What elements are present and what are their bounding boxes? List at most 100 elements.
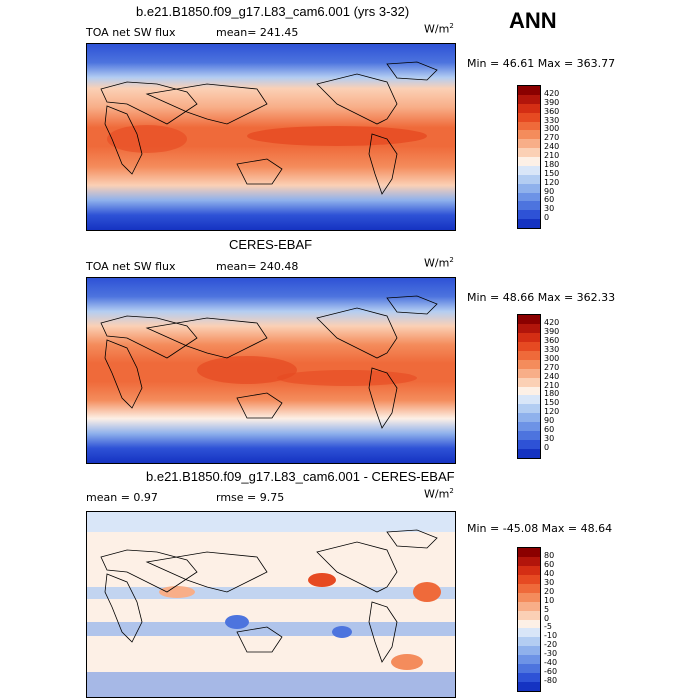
colorbar-swatch [518,112,540,122]
colorbar-tick-label: 30 [544,204,555,214]
panel3-map [86,511,456,698]
panel3-minmax: Min = -45.08 Max = 48.64 [467,522,613,535]
colorbar-tick-label: 150 [544,398,560,408]
colorbar-swatch [518,121,540,131]
colorbar-swatch [518,673,540,683]
colorbar-swatch [518,165,540,175]
colorbar-swatch [518,583,540,593]
colorbar-tick-label: -80 [544,676,558,686]
colorbar-tick-label: 60 [544,195,555,205]
colorbar-tick-label: 30 [544,434,555,444]
colorbar-tick-label: 80 [544,550,555,560]
colorbar-swatch [518,422,540,432]
colorbar-tick-label: 390 [544,97,560,107]
colorbar-swatch [518,386,540,396]
colorbar-swatch [518,664,540,674]
colorbar-swatch [518,210,540,220]
colorbar-swatch [518,565,540,575]
colorbar-swatch [518,556,540,566]
colorbar-swatch [518,139,540,149]
colorbar-swatch [518,646,540,656]
colorbar-tick-label: 360 [544,335,560,345]
colorbar-swatch [518,610,540,620]
colorbar-tick-label: 150 [544,168,560,178]
colorbar-tick-label: -60 [544,667,558,677]
colorbar-tick-label: 180 [544,159,560,169]
colorbar-tick-label: 120 [544,177,560,187]
colorbar-tick-label: 300 [544,353,560,363]
panel2-title: CERES-EBAF [229,237,313,252]
colorbar-tick-label: 30 [544,577,555,587]
colorbar-tick-label: 20 [544,586,555,596]
panel3-rmse-label: rmse = 9.75 [216,491,285,504]
panel2-coastlines [100,295,438,429]
colorbar-swatch [518,350,540,360]
panel2-map [86,277,456,464]
colorbar-swatch [518,628,540,638]
panel1-title: b.e21.B1850.f09_g17.L83_cam6.001 (yrs 3-… [136,4,410,19]
panel2-mean-label: mean= 240.48 [216,260,299,273]
colorbar-swatch [518,103,540,113]
colorbar-swatch [518,341,540,351]
colorbar-tick-label: 90 [544,416,555,426]
panel3-coastlines [100,529,438,663]
colorbar-swatch [518,637,540,647]
colorbar-swatch [518,574,540,584]
panel1-map-image [87,44,455,230]
colorbar-swatch [518,323,540,333]
panel2-units: W/m2 [424,256,454,270]
panel1-units: W/m2 [424,22,454,36]
colorbar-swatch [518,619,540,629]
colorbar-swatch [518,368,540,378]
panel3-colorbar [517,547,541,692]
panel2-colorbar [517,314,541,459]
colorbar-tick-label: 420 [544,88,560,98]
panel1-variable-label: TOA net SW flux [86,26,176,39]
colorbar-tick-label: 300 [544,124,560,134]
colorbar-tick-label: 0 [544,213,550,223]
colorbar-swatch [518,86,540,95]
colorbar-tick-label: 0 [544,443,550,453]
colorbar-tick-label: -30 [544,649,558,659]
colorbar-tick-label: 210 [544,151,560,160]
panel1-mean-label: mean= 241.45 [216,26,299,39]
colorbar-swatch [518,183,540,193]
colorbar-swatch [518,404,540,414]
colorbar-tick-label: 10 [544,595,555,605]
colorbar-swatch [518,315,540,324]
colorbar-swatch [518,130,540,140]
colorbar-tick-label: 90 [544,186,555,196]
colorbar-swatch [518,377,540,387]
colorbar-tick-label: 240 [544,142,560,152]
colorbar-tick-label: 210 [544,380,560,390]
panel1-minmax: Min = 46.61 Max = 363.77 [467,57,616,70]
colorbar-tick-label: 60 [544,425,555,435]
panel3-map-image [87,512,455,697]
panel1-coastlines [100,61,438,195]
colorbar-swatch [518,174,540,184]
colorbar-tick-label: 360 [544,106,560,116]
colorbar-tick-label: 120 [544,407,560,417]
colorbar-swatch [518,94,540,104]
colorbar-swatch [518,332,540,342]
colorbar-tick-label: 240 [544,371,560,381]
colorbar-tick-label: 40 [544,568,555,578]
colorbar-swatch [518,440,540,450]
colorbar-tick-label: 60 [544,559,555,569]
colorbar-swatch [518,157,540,166]
colorbar-tick-label: 270 [544,362,560,372]
panel1-map [86,43,456,231]
colorbar-tick-label: 270 [544,133,560,143]
colorbar-swatch [518,548,540,557]
colorbar-tick-label: 180 [544,389,560,399]
colorbar-swatch [518,601,540,611]
colorbar-tick-label: 330 [544,344,560,354]
panel3-mean-label: mean = 0.97 [86,491,158,504]
colorbar-tick-label: -5 [544,622,552,632]
colorbar-swatch [518,682,540,691]
panel3-units: W/m2 [424,487,454,501]
colorbar-swatch [518,148,540,157]
colorbar-swatch [518,395,540,405]
panel2-map-image [87,278,455,463]
colorbar-tick-label: -10 [544,631,558,641]
